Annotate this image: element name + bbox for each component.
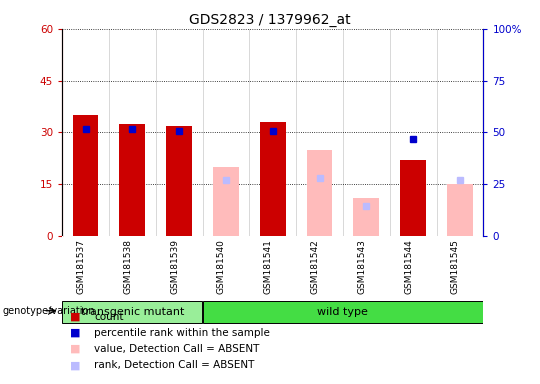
Text: GSM181544: GSM181544 <box>404 239 413 294</box>
Text: ■: ■ <box>70 312 80 322</box>
Text: transgenic mutant: transgenic mutant <box>80 306 184 316</box>
Text: GSM181538: GSM181538 <box>123 239 132 294</box>
Text: GSM181541: GSM181541 <box>264 239 273 294</box>
Text: rank, Detection Call = ABSENT: rank, Detection Call = ABSENT <box>94 360 255 370</box>
Text: GSM181545: GSM181545 <box>451 239 460 294</box>
Text: ■: ■ <box>70 328 80 338</box>
Text: ■: ■ <box>70 360 80 370</box>
Bar <box>307 150 333 236</box>
Bar <box>119 124 145 236</box>
Text: ■: ■ <box>70 344 80 354</box>
Bar <box>62 301 202 323</box>
Bar <box>260 122 286 236</box>
Text: GSM181537: GSM181537 <box>77 239 85 294</box>
Text: value, Detection Call = ABSENT: value, Detection Call = ABSENT <box>94 344 260 354</box>
Bar <box>166 126 192 236</box>
Text: GSM181542: GSM181542 <box>310 239 320 294</box>
Text: GDS2823 / 1379962_at: GDS2823 / 1379962_at <box>189 13 351 27</box>
Text: wild type: wild type <box>318 306 368 316</box>
Text: GSM181540: GSM181540 <box>217 239 226 294</box>
Bar <box>72 115 98 236</box>
Text: genotype/variation: genotype/variation <box>3 306 96 316</box>
Text: percentile rank within the sample: percentile rank within the sample <box>94 328 271 338</box>
Bar <box>400 160 426 236</box>
Bar <box>202 301 483 323</box>
Bar <box>213 167 239 236</box>
Text: GSM181543: GSM181543 <box>357 239 366 294</box>
Text: count: count <box>94 312 124 322</box>
Text: GSM181539: GSM181539 <box>170 239 179 294</box>
Bar <box>353 198 379 236</box>
Bar <box>447 184 473 236</box>
